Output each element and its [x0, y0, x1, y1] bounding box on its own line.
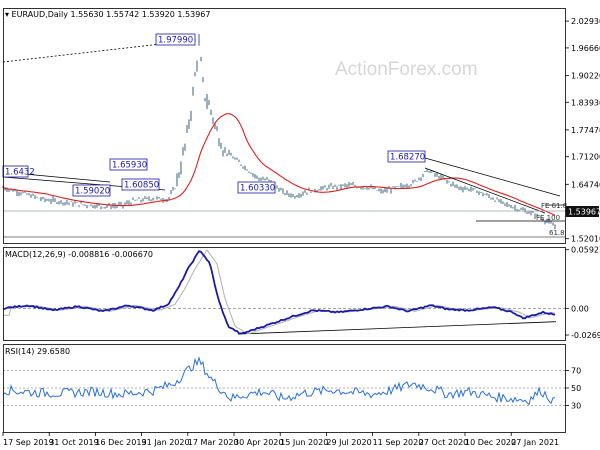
- rsi-line: [2, 356, 556, 406]
- rsi-tick-label: 30: [571, 402, 581, 411]
- price-annotation-box: [121, 178, 160, 191]
- price-annotation-box: [72, 184, 111, 197]
- macd-panel: MACD(12,26,9) -0.008816 -0.006670 0.05927…: [2, 246, 600, 340]
- price-tick-label: 1.52010: [571, 235, 600, 244]
- price-tick-label: 1.71200: [571, 153, 600, 162]
- macd-tick-label: 0.00: [571, 304, 589, 313]
- x-tick-label: 29 Jul 2020: [326, 438, 371, 447]
- x-tick-label: 11 Sep 2020: [373, 438, 424, 447]
- fibo-label: FE 100: [536, 214, 560, 222]
- price-annotation-box: [237, 181, 276, 194]
- x-tick-label: 10 Dec 2020: [465, 438, 516, 447]
- x-tick-label: 27 Oct 2020: [419, 438, 468, 447]
- fibo-label: 61.8: [549, 229, 565, 237]
- price-annotation-label: 1.60330: [240, 184, 275, 194]
- last-price-label: 1.53967: [568, 208, 600, 217]
- macd-tick-label: -0.026978: [571, 331, 600, 340]
- rsi-header: RSI(14) 29.6580: [5, 347, 70, 356]
- price-annotation-label: 1.60850: [124, 181, 159, 191]
- price-tick-label: 1.77470: [571, 126, 600, 135]
- price-annotation-box: [155, 33, 196, 46]
- price-annotation-label: 1.59020: [75, 187, 110, 197]
- rsi-panel-frame: [3, 344, 566, 433]
- price-annotation-box: [109, 158, 148, 171]
- price-tick-label: 1.64740: [571, 180, 600, 189]
- price-annotation-label: 1.97990: [158, 36, 193, 46]
- rsi-panel: RSI(14) 29.6580 70 50 30: [2, 347, 581, 411]
- price-panel: ActionForex.com ▾ EURAUD,Daily 1.55630 1.…: [2, 10, 600, 244]
- x-tick-label: 31 Oct 2019: [49, 438, 98, 447]
- price-annotation-label: 1.68270: [390, 153, 425, 163]
- x-tick-label: 17 Sep 2019: [3, 438, 54, 447]
- x-tick-label: 30 Apr 2020: [234, 438, 283, 447]
- fibo-label: FE 61.8: [541, 202, 567, 210]
- channel-top-line: [424, 157, 561, 197]
- rsi-tick-label: 50: [571, 384, 581, 393]
- price-annotation-box: [2, 165, 29, 178]
- rsi-tick-label: 70: [571, 366, 581, 375]
- channel-bottom-line: [424, 167, 546, 214]
- moving-average-line: [2, 113, 556, 216]
- macd-trendline: [237, 321, 557, 335]
- price-annotation-box: [387, 150, 426, 163]
- watermark: ActionForex.com: [335, 59, 478, 80]
- price-tick-label: 2.02930: [571, 17, 600, 26]
- price-tick-label: 1.90220: [571, 71, 600, 80]
- x-tick-label: 16 Dec 2019: [95, 438, 146, 447]
- price-tick-label: 1.83930: [571, 98, 600, 107]
- macd-line: [2, 250, 556, 335]
- price-tick-label: 1.96660: [571, 44, 600, 53]
- x-tick-label: 31 Jan 2020: [142, 438, 190, 447]
- price-annotation-label: 1.65930: [112, 161, 147, 171]
- x-tick-label: 15 Jun 2020: [280, 438, 328, 447]
- x-tick-label: 17 Mar 2020: [188, 438, 239, 447]
- macd-panel-frame: [3, 247, 566, 341]
- price-header: ▾ EURAUD,Daily 1.55630 1.55742 1.53920 1…: [5, 10, 210, 19]
- x-tick-label: 27 Jan 2021: [511, 438, 559, 447]
- last-price-box: [566, 206, 599, 217]
- price-panel-frame: [3, 8, 566, 244]
- price-annotation-label: 1.6432: [5, 168, 35, 178]
- macd-header: MACD(12,26,9) -0.008816 -0.006670: [5, 250, 153, 259]
- macd-tick-label: 0.059272: [571, 246, 600, 255]
